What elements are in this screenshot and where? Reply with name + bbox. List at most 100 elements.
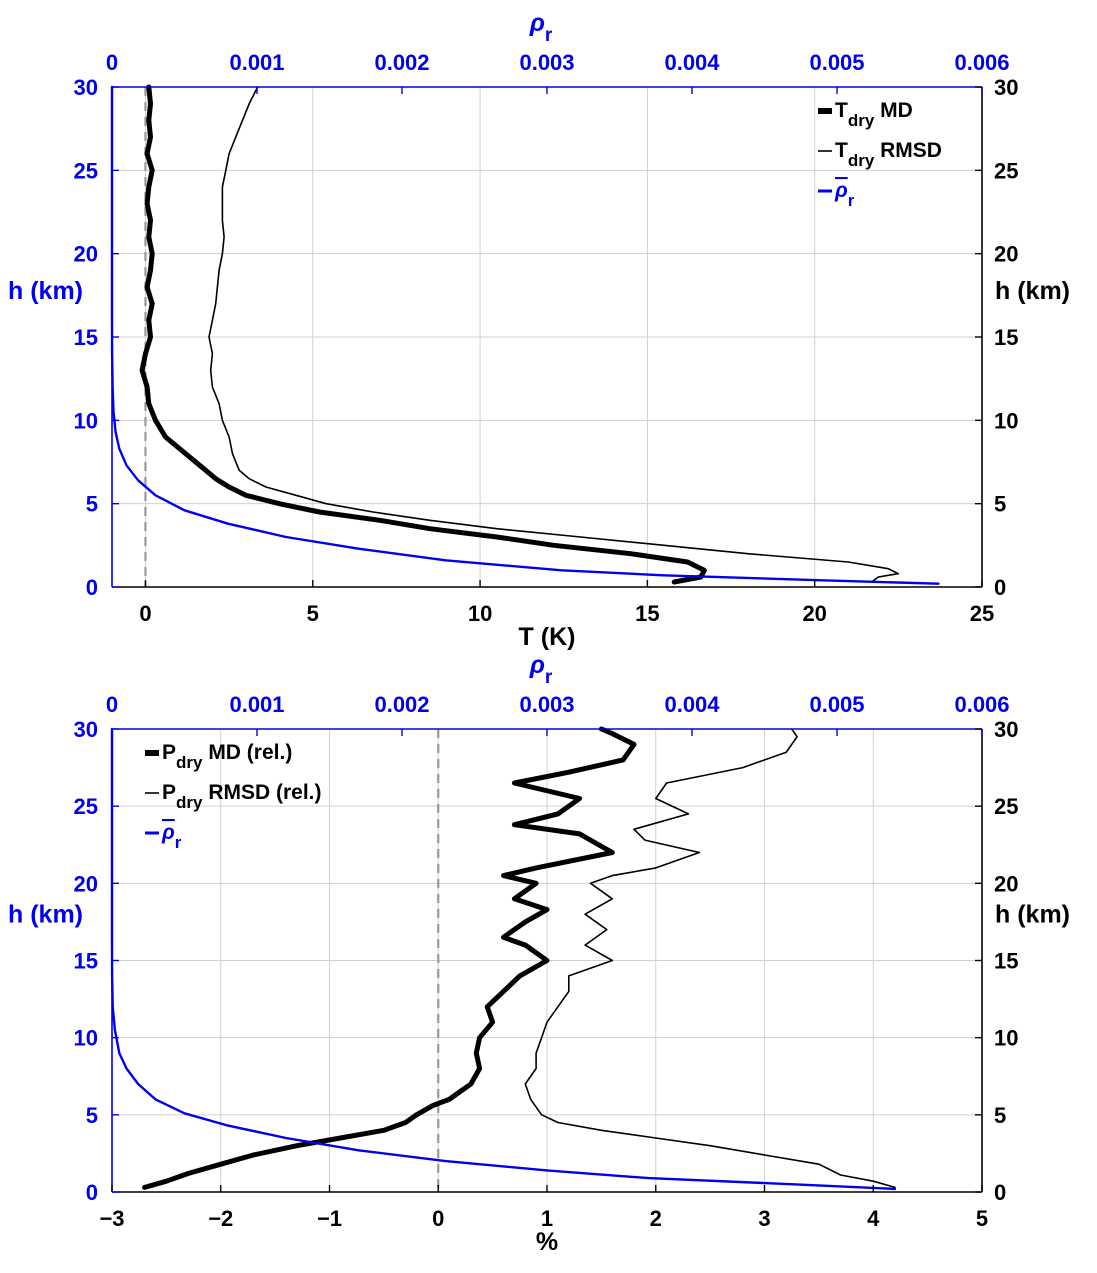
left-tick-label: 25	[74, 794, 98, 819]
right-y-axis-label: h (km)	[995, 901, 1070, 929]
top-axis-label: ρr	[529, 9, 553, 46]
left-tick-label: 15	[74, 325, 98, 350]
legend-entry-main: T	[835, 99, 848, 122]
legend-entry: Pdry MD (rel.)	[162, 741, 292, 772]
legend: Pdry MD (rel.)Pdry RMSD (rel.)ρr	[145, 741, 322, 852]
bottom-tick-label: −2	[208, 1206, 233, 1231]
legend-entry-main: P	[162, 741, 176, 764]
top-tick-label: 0.004	[664, 50, 720, 75]
bottom-tick-label: 10	[468, 601, 492, 626]
top-tick-label: 0	[106, 50, 118, 75]
top-tick-label: 0.003	[519, 692, 574, 717]
left-tick-label: 0	[86, 1180, 98, 1205]
bottom-tick-label: 0	[139, 601, 151, 626]
top-tick-label: 0.002	[374, 50, 429, 75]
bottom-tick-label: 0	[432, 1206, 444, 1231]
legend-entry: ρr	[834, 179, 855, 210]
left-tick-label: 5	[86, 1103, 98, 1128]
bottom-tick-label: 2	[650, 1206, 662, 1231]
top-axis-label-subscript: r	[545, 25, 553, 46]
top-tick-label: 0.006	[954, 692, 1009, 717]
p-dry-md-rel-line	[142, 726, 637, 1190]
right-tick-label: 20	[994, 242, 1018, 267]
bottom-tick-label: 25	[970, 601, 994, 626]
top-tick-label: 0.004	[664, 692, 720, 717]
left-y-axis-label: h (km)	[8, 901, 83, 929]
top-tick-label: 0.003	[519, 50, 574, 75]
left-tick-label: 10	[74, 408, 98, 433]
top-tick-label: 0.002	[374, 692, 429, 717]
bottom-tick-label: −3	[99, 1206, 124, 1231]
left-tick-label: 10	[74, 1026, 98, 1051]
right-tick-label: 25	[994, 794, 1018, 819]
left-tick-label: 0	[86, 575, 98, 600]
legend-entry-main: ρ	[834, 179, 848, 202]
x-axis-label: T (K)	[519, 623, 576, 651]
right-tick-label: 15	[994, 949, 1018, 974]
right-tick-label: 5	[994, 492, 1006, 517]
top-axis-label-symbol: ρ	[529, 651, 545, 679]
t-dry-md-line	[139, 84, 707, 585]
legend-entry-subscript: r	[848, 191, 855, 210]
right-tick-label: 25	[994, 158, 1018, 183]
left-tick-label: 20	[74, 242, 98, 267]
legend-entry-subscript: dry	[176, 753, 203, 772]
right-tick-label: 10	[994, 1026, 1018, 1051]
top-tick-label: 0.006	[954, 50, 1009, 75]
bottom-tick-label: 15	[635, 601, 659, 626]
right-tick-label: 10	[994, 408, 1018, 433]
legend-entry: Tdry RMSD	[835, 139, 942, 170]
bottom-tick-label: −1	[317, 1206, 342, 1231]
legend-entry-subscript: r	[175, 833, 182, 852]
temperature-profile-panel: 0 5 10 15 20 250 0.001 0.002 0.003 0.004 0.005 0.00…	[8, 9, 1070, 651]
legend-entry: Tdry MD	[835, 99, 913, 130]
top-tick-label: 0.001	[229, 692, 284, 717]
top-axis-label: ρr	[529, 651, 553, 688]
left-tick-label: 15	[74, 949, 98, 974]
left-tick-label: 30	[74, 717, 98, 742]
p-dry-rmsd-rel-line	[524, 728, 896, 1189]
right-y-axis-label: h (km)	[995, 277, 1070, 305]
right-tick-label: 0	[994, 1180, 1006, 1205]
legend-entry-subscript: dry	[848, 111, 875, 130]
legend-entry-main: ρ	[161, 821, 175, 844]
t-dry-rmsd-line	[208, 86, 900, 583]
right-tick-label: 5	[994, 1103, 1006, 1128]
right-tick-label: 0	[994, 575, 1006, 600]
top-tick-label: 0	[106, 692, 118, 717]
legend-entry-main: P	[162, 781, 176, 804]
x-axis-label: %	[536, 1228, 558, 1256]
legend-entry-suffix: RMSD	[874, 139, 942, 162]
left-tick-label: 30	[74, 75, 98, 100]
bottom-tick-label: 5	[307, 601, 319, 626]
top-axis-label-subscript: r	[545, 667, 553, 688]
legend-entry-suffix: MD	[874, 99, 913, 122]
bottom-tick-label: 4	[867, 1206, 880, 1231]
top-tick-label: 0.005	[809, 50, 864, 75]
top-tick-label: 0.001	[229, 50, 284, 75]
legend-entry-main: T	[835, 139, 848, 162]
right-tick-label: 30	[994, 75, 1018, 100]
right-tick-label: 20	[994, 871, 1018, 896]
left-tick-label: 25	[74, 158, 98, 183]
legend-entry: Pdry RMSD (rel.)	[162, 781, 322, 812]
left-tick-label: 5	[86, 492, 98, 517]
legend-entry-subscript: dry	[848, 151, 875, 170]
legend-entry: ρr	[161, 821, 182, 852]
bottom-tick-label: 20	[802, 601, 826, 626]
right-tick-label: 15	[994, 325, 1018, 350]
bottom-tick-label: 1	[541, 1206, 553, 1231]
bottom-tick-label: 3	[758, 1206, 770, 1231]
legend-entry-suffix: RMSD (rel.)	[202, 781, 321, 804]
left-y-axis-label: h (km)	[8, 277, 83, 305]
legend-entry-suffix: MD (rel.)	[202, 741, 292, 764]
pressure-profile-panel: −3 −2 −1 0 1 2 3 4 50 0.001 0.002 0.003 0.004 0.005 0.…	[8, 651, 1070, 1256]
legend-entry-subscript: dry	[176, 793, 203, 812]
top-tick-label: 0.005	[809, 692, 864, 717]
right-tick-label: 30	[994, 717, 1018, 742]
bottom-tick-label: 5	[976, 1206, 988, 1231]
top-axis-label-symbol: ρ	[529, 9, 545, 37]
